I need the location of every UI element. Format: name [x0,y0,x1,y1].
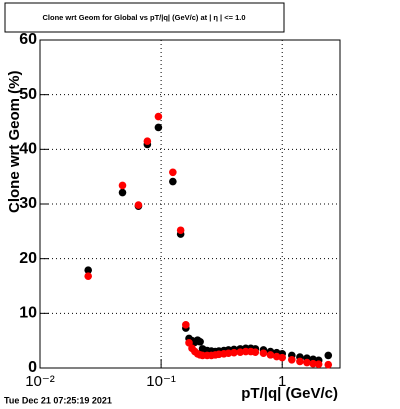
data-point [251,348,260,356]
data-point [176,226,185,235]
y-tick-label: 40 [19,141,37,158]
data-point [309,359,317,368]
data-point [154,123,163,132]
y-tick-label: 60 [19,31,37,48]
data-point [143,137,152,145]
plot-frame [39,39,341,369]
title-box [4,2,285,33]
data-point [324,351,333,360]
data-point [118,181,127,190]
data-point [314,360,323,368]
y-axis-label: Clone wrt Geom (%) [6,70,23,213]
data-point [182,321,190,329]
y-tick-label: 50 [19,86,37,103]
data-point [169,177,177,186]
data-point [278,353,287,362]
data-point [236,348,245,356]
data-point [224,349,233,358]
x-tick-label: 1 [278,373,286,390]
data-point [324,360,333,369]
x-tick-label: 10⁻¹ [146,373,176,390]
y-tick-label: 20 [19,250,37,267]
y-tick-label: 0 [28,359,37,376]
footer: Tue Dec 21 07:25:19 2021 [4,395,112,405]
x-axis-label: pT/|q| (GeV/c) [241,385,338,402]
data-point [134,201,143,209]
chart-title: Clone wrt Geom for Global vs pT/|q| (GeV… [42,13,245,22]
data-point [196,337,204,346]
data-point [266,351,275,359]
x-tick-label: 10⁻² [25,373,55,390]
data-point [259,349,268,358]
data-point [169,168,177,177]
data-point [303,358,311,367]
data-point [84,266,92,274]
y-tick-label: 30 [19,195,37,212]
data-point [296,357,304,366]
data-point [118,188,127,197]
data-point [230,348,238,357]
data-point [288,356,296,364]
data-point [154,112,163,121]
data-point [84,272,92,280]
y-tick-label: 10 [19,305,37,322]
